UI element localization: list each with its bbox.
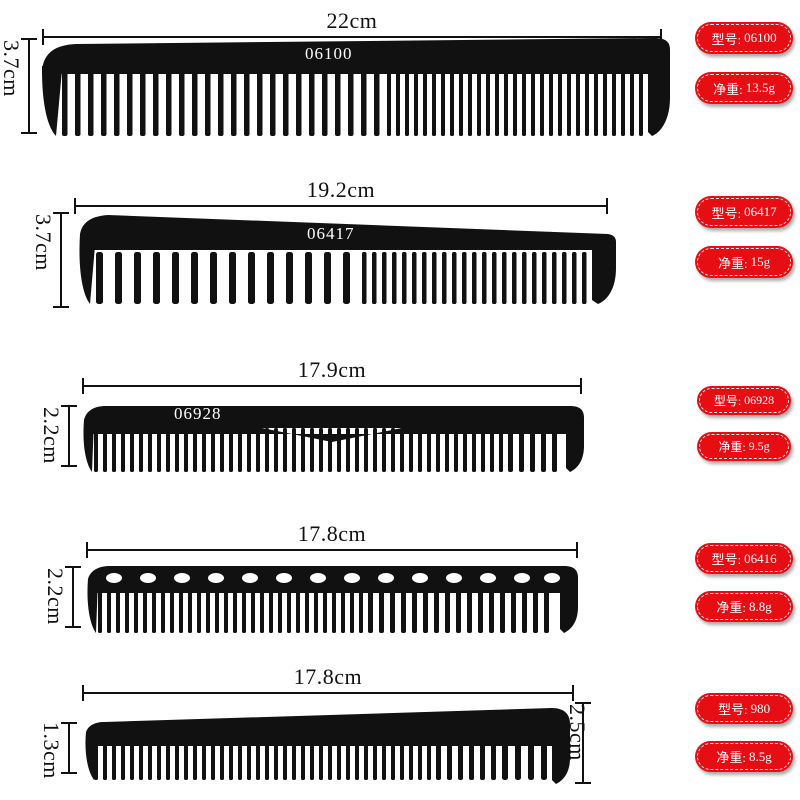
weight-badge-key-4: 净重:: [716, 600, 746, 615]
length-dimension-line-5: [82, 685, 574, 701]
height-dimension-line-1: [21, 38, 37, 134]
model-badge-value-1: 06100: [744, 30, 777, 45]
comb-illustration-5: [82, 706, 577, 786]
model-badge-value-3: 06928: [744, 393, 775, 407]
model-badge-1[interactable]: 型号: 06100: [695, 22, 793, 54]
height-label-1: 3.7cm: [0, 40, 24, 97]
spine-holes: [106, 573, 560, 583]
model-badge-value-2: 06417: [744, 204, 777, 219]
model-print-2: 06417: [307, 224, 355, 243]
height-label-2: 3.7cm: [31, 214, 56, 271]
length-label-4: 17.8cm: [297, 521, 367, 546]
model-print-3: 06928: [174, 404, 222, 423]
length-dimension-line-4: [86, 542, 578, 558]
model-badge-key-5: 型号:: [717, 702, 748, 717]
weight-badge-value-4: 8.8g: [748, 598, 772, 614]
length-label-5: 17.8cm: [293, 664, 363, 689]
weight-badge-value-5: 8.5g: [748, 748, 772, 764]
comb-illustration-2: [74, 208, 619, 308]
height-dimension-line-3: [61, 405, 77, 467]
length-label-3: 17.9cm: [297, 357, 367, 382]
model-badge-2[interactable]: 型号: 06417: [695, 196, 793, 228]
weight-badge-1[interactable]: 净重: 13.5g: [695, 72, 793, 104]
height-dimension-line-5: [61, 722, 77, 774]
height-label-3: 2.2cm: [39, 407, 64, 464]
comb-illustration-1: [42, 36, 672, 140]
weight-badge-key-2: 净重:: [717, 255, 748, 271]
height-label-5: 1.3cm: [39, 722, 64, 779]
height-dimension-line-2: [53, 212, 69, 308]
length-dimension-line-2: [74, 198, 608, 214]
model-badge-key-3: 型号:: [713, 394, 742, 408]
model-badge-key-1: 型号:: [711, 31, 742, 47]
length-label-2: 19.2cm: [306, 177, 376, 202]
model-badge-4[interactable]: 型号: 06416: [695, 543, 793, 574]
model-badge-key-2: 型号:: [711, 205, 742, 221]
model-badge-5[interactable]: 型号: 980: [695, 693, 793, 724]
weight-badge-4[interactable]: 净重: 8.8g: [695, 591, 793, 622]
comb-illustration-4: [86, 563, 581, 635]
weight-badge-key-1: 净重:: [713, 81, 743, 97]
weight-badge-key-3: 净重:: [718, 440, 746, 454]
height-label-4: 2.2cm: [43, 568, 68, 625]
comb-illustration-3: [82, 402, 587, 474]
weight-badge-2[interactable]: 净重: 15g: [695, 246, 793, 278]
weight-badge-5[interactable]: 净重: 8.5g: [695, 741, 793, 772]
weight-badge-value-3: 9.5g: [748, 439, 770, 453]
model-badge-key-4: 型号:: [711, 552, 742, 567]
model-print-1: 06100: [305, 44, 353, 63]
length-dimension-line-1: [42, 29, 662, 45]
model-badge-3[interactable]: 型号: 06928: [697, 386, 791, 415]
height-dimension-line-4: [65, 566, 81, 628]
model-badge-value-5: 980: [750, 700, 771, 716]
model-badge-value-4: 06416: [744, 550, 777, 566]
weight-badge-value-2: 15g: [750, 254, 771, 269]
second-height-dimension-line-5: [575, 702, 591, 784]
weight-badge-value-1: 13.5g: [745, 80, 775, 95]
weight-badge-key-5: 净重:: [716, 750, 746, 765]
weight-badge-3[interactable]: 净重: 9.5g: [697, 432, 791, 461]
length-label-1: 22cm: [326, 8, 378, 33]
length-dimension-line-3: [82, 378, 582, 394]
